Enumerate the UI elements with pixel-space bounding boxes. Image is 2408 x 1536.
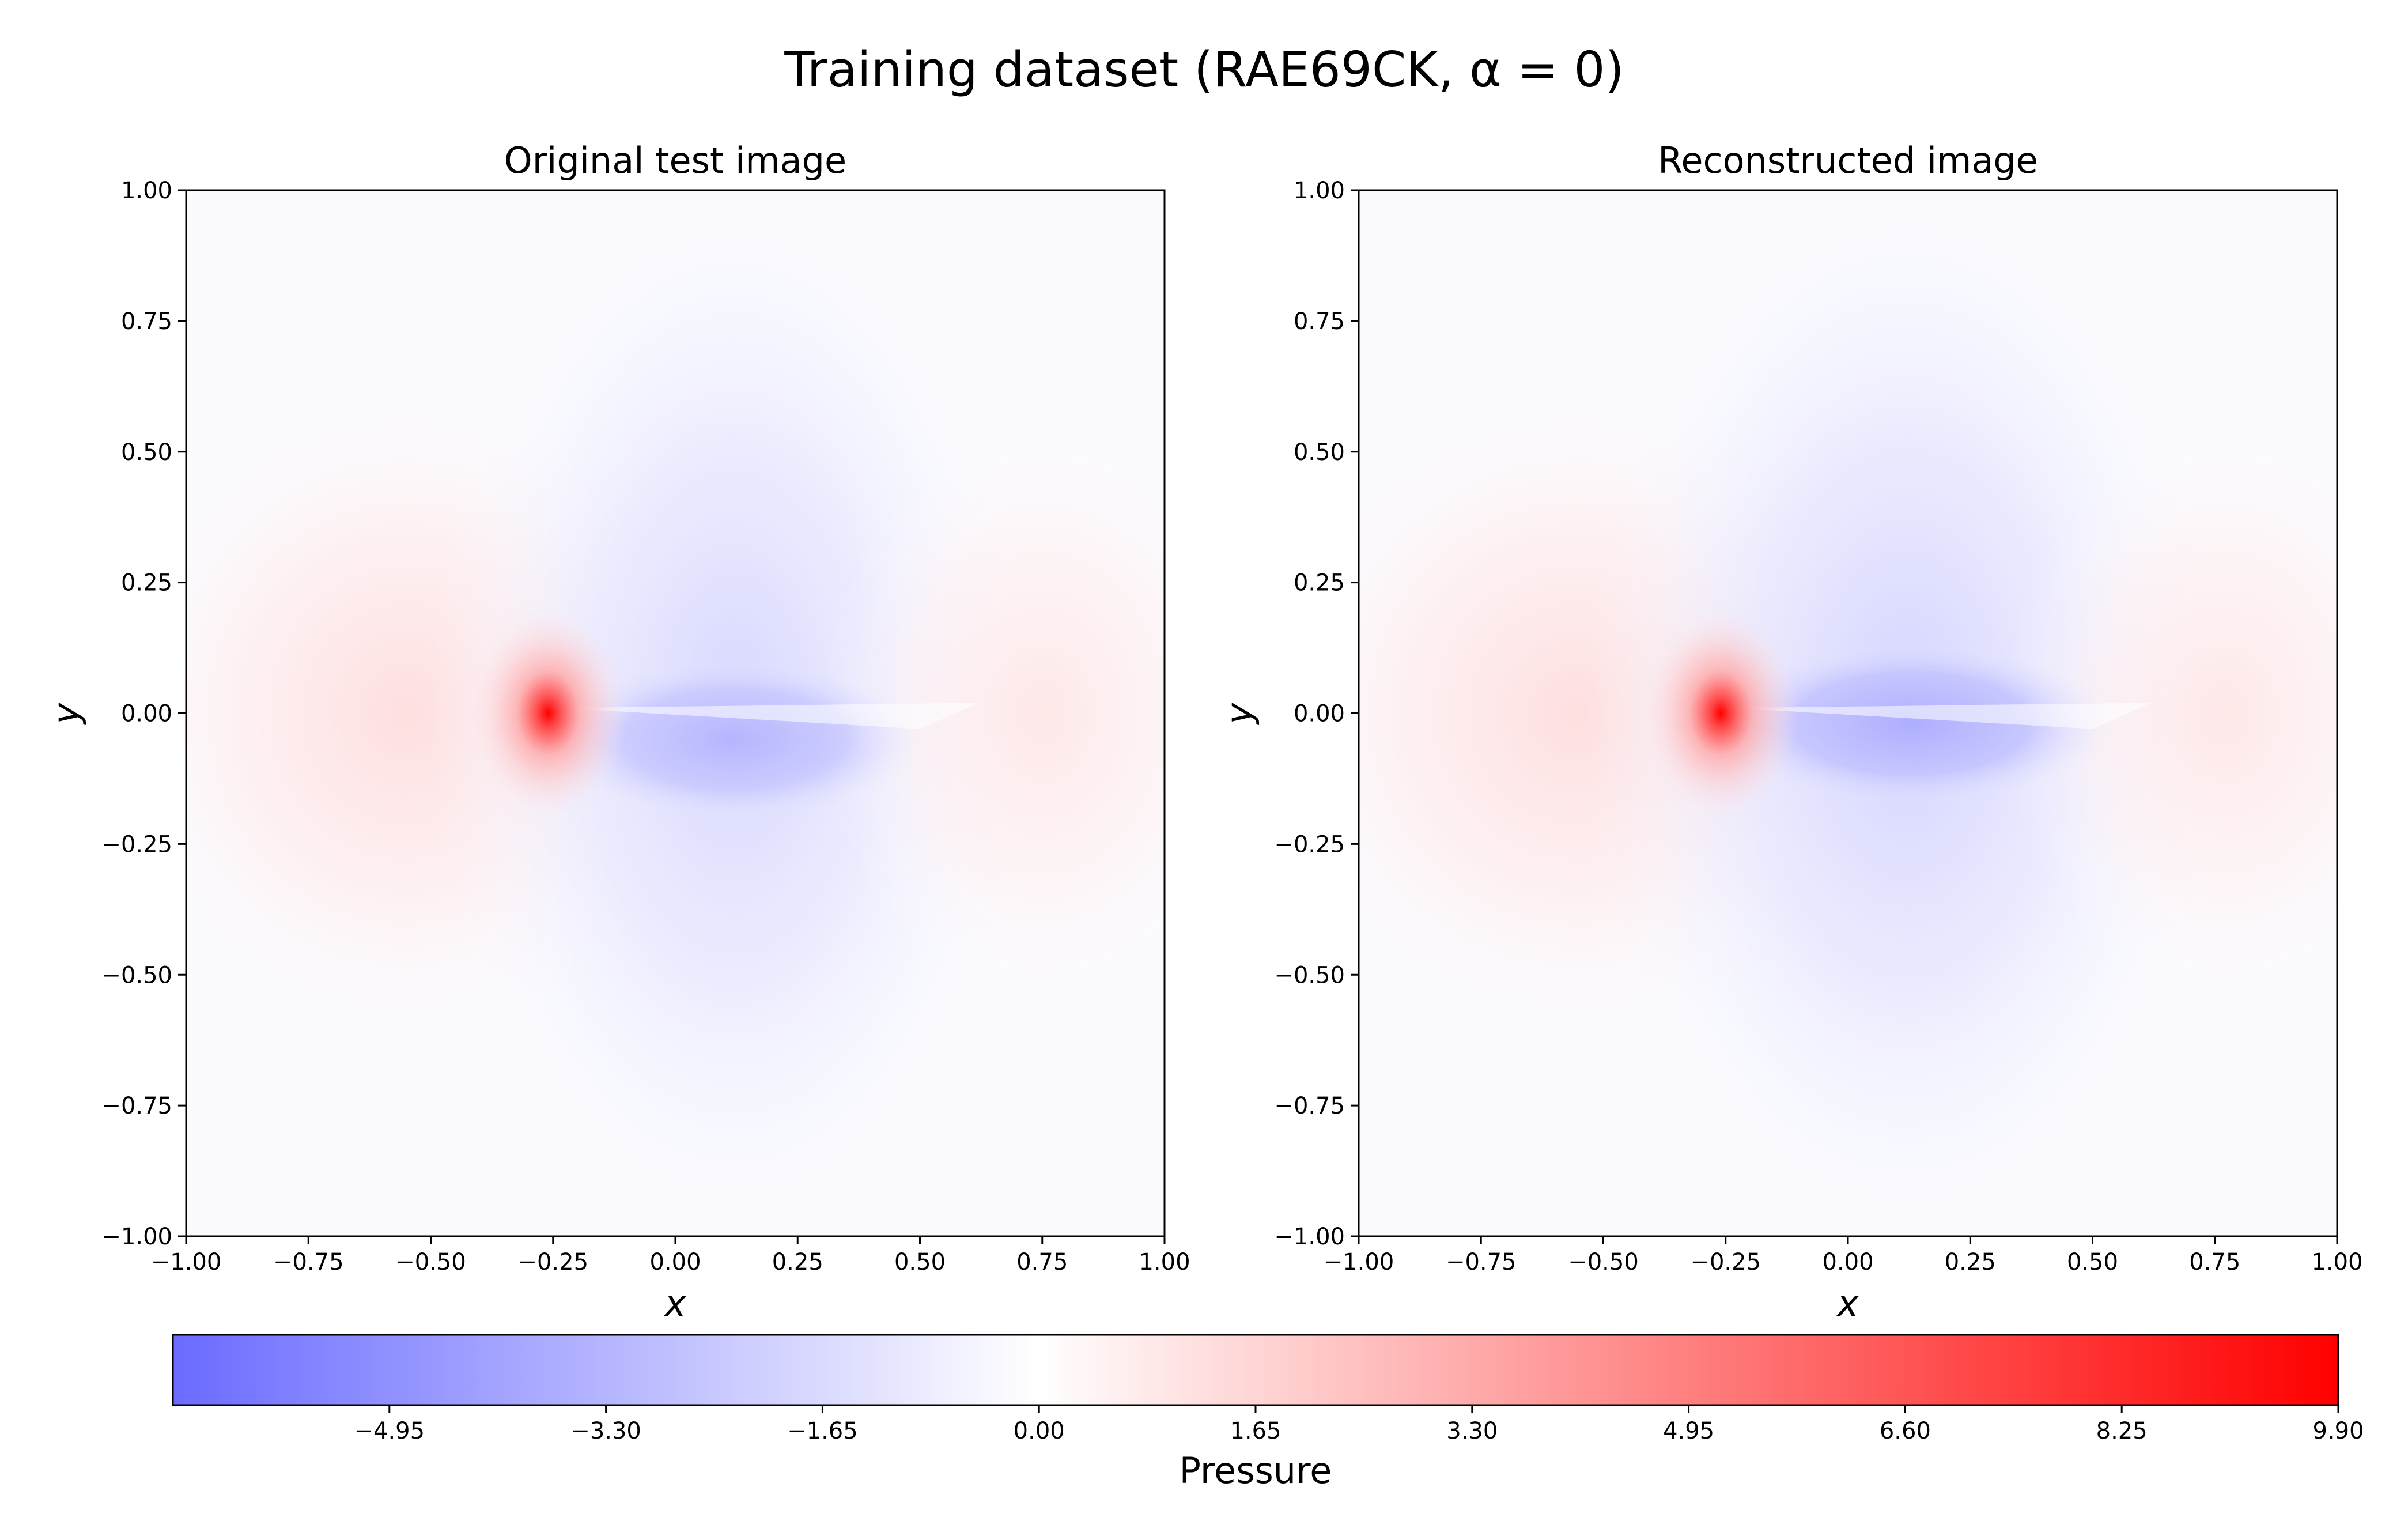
- y-tick-label: 0.00: [121, 701, 172, 727]
- left-pressure-field: [186, 190, 1165, 1236]
- x-tick-label: −0.75: [273, 1249, 344, 1275]
- x-tick-label: −0.50: [1568, 1249, 1639, 1275]
- body-wake: [1733, 703, 2152, 729]
- colorbar-tick-label: 0.00: [1014, 1418, 1065, 1444]
- body-wake: [560, 703, 979, 729]
- colorbar-tick-label: 3.30: [1446, 1418, 1498, 1444]
- x-tick-label: 0.25: [772, 1249, 823, 1275]
- left-y-axis-label: y: [45, 702, 87, 725]
- y-tick-label: 0.75: [1294, 308, 1345, 335]
- x-tick-label: 0.00: [649, 1249, 701, 1275]
- x-tick-label: 0.50: [2067, 1249, 2118, 1275]
- figure-title: Training dataset (RAE69CK, α = 0): [784, 41, 1624, 99]
- y-tick-label: 0.25: [1294, 570, 1345, 597]
- y-tick-label: −0.75: [1274, 1093, 1345, 1119]
- y-tick-label: 0.25: [121, 570, 172, 597]
- x-tick-label: 0.75: [1016, 1249, 1068, 1275]
- colorbar-gradient: [172, 1334, 2339, 1406]
- y-tick-label: 0.50: [121, 439, 172, 466]
- colorbar-tick-label: 1.65: [1230, 1418, 1281, 1444]
- right-x-axis-label: x: [1836, 1282, 1859, 1324]
- y-tick-label: 0.75: [121, 308, 172, 335]
- y-tick-label: −1.00: [101, 1224, 172, 1250]
- y-tick-label: −1.00: [1274, 1224, 1345, 1250]
- stagnation-peak: [1642, 609, 1800, 818]
- suction-core: [548, 655, 920, 824]
- y-tick-label: 1.00: [121, 178, 172, 204]
- y-tick-label: −0.75: [101, 1093, 172, 1119]
- y-tick-label: −0.50: [1274, 962, 1345, 988]
- y-tick-label: 0.50: [1294, 439, 1345, 466]
- x-tick-label: −1.00: [151, 1249, 222, 1275]
- left-panel-title: Original test image: [504, 139, 846, 182]
- right-axis-ticks: −1.00 −0.75 −0.50 −0.25 0.00 0.25 0.50 0.75 1.00…: [1274, 178, 2362, 1275]
- x-tick-label: 1.00: [1139, 1249, 1190, 1275]
- trailing-halo: [2004, 425, 2337, 1001]
- x-tick-label: −0.25: [517, 1249, 588, 1275]
- x-tick-label: 0.25: [1945, 1249, 1996, 1275]
- right-heatmap-panel: Reconstructed image −1.00 −0.75 −0.50 −0.25…: [1218, 139, 2363, 1324]
- x-tick-label: −1.00: [1324, 1249, 1394, 1275]
- colorbar-tick-label: −3.30: [570, 1418, 641, 1444]
- colorbar-tick-label: 8.25: [2096, 1418, 2148, 1444]
- colorbar-tick-label: 6.60: [1880, 1418, 1931, 1444]
- x-tick-label: 0.50: [894, 1249, 946, 1275]
- x-tick-label: −0.75: [1446, 1249, 1517, 1275]
- x-tick-label: −0.50: [395, 1249, 466, 1275]
- x-tick-label: −0.25: [1690, 1249, 1761, 1275]
- trailing-halo: [822, 425, 1165, 1001]
- colorbar-label: Pressure: [1180, 1450, 1332, 1492]
- right-pressure-field: [1359, 190, 2337, 1236]
- right-panel-title: Reconstructed image: [1658, 139, 2038, 182]
- y-tick-label: −0.25: [1274, 831, 1345, 858]
- left-heatmap-panel: Original test image −1.00 −0.75 −0.50 −0.25…: [45, 139, 1190, 1324]
- x-tick-label: 0.75: [2189, 1249, 2240, 1275]
- x-tick-label: 0.00: [1822, 1249, 1873, 1275]
- stagnation-peak: [470, 609, 627, 818]
- y-tick-label: −0.50: [101, 962, 172, 988]
- y-tick-label: 0.00: [1294, 701, 1345, 727]
- y-tick-label: 1.00: [1294, 178, 1345, 204]
- colorbar: −4.95 −3.30 −1.65 0.00 1.65 3.30 4.95 6.60 8.25 9…: [172, 1334, 2364, 1492]
- left-x-axis-label: x: [664, 1282, 687, 1324]
- colorbar-tick-label: 4.95: [1663, 1418, 1714, 1444]
- suction-core: [1714, 640, 2109, 807]
- colorbar-tick-label: 9.90: [2312, 1418, 2364, 1444]
- colorbar-tick-label: −1.65: [787, 1418, 858, 1444]
- colorbar-ticks: −4.95 −3.30 −1.65 0.00 1.65 3.30 4.95 6.60 8.25 9…: [354, 1405, 2364, 1444]
- colorbar-tick-label: −4.95: [354, 1418, 425, 1444]
- right-y-axis-label: y: [1218, 702, 1260, 725]
- left-axis-ticks: −1.00 −0.75 −0.50 −0.25 0.00 0.25 0.50 0.75 1.00…: [101, 178, 1190, 1275]
- x-tick-label: 1.00: [2311, 1249, 2362, 1275]
- y-tick-label: −0.25: [101, 831, 172, 858]
